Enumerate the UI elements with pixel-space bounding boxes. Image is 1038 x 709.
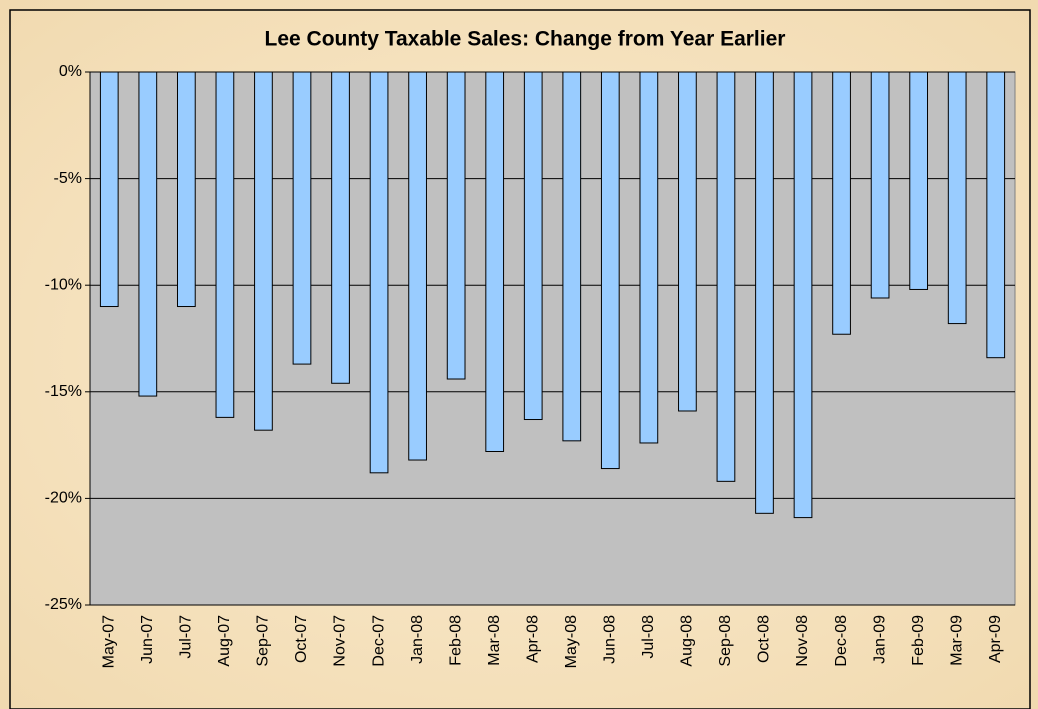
plot-area [89,71,1016,606]
x-tick-label: Sep-08 [717,615,734,667]
x-tick-label: Sep-07 [255,615,272,667]
x-tick-label: Dec-08 [833,615,850,667]
chart-title: Lee County Taxable Sales: Change from Ye… [265,28,786,51]
x-tick-label: Oct-07 [293,615,310,663]
x-tick-label: Mar-09 [948,615,965,666]
bar [562,71,582,442]
bar [138,71,158,397]
bar [870,71,890,299]
y-tick-label: -10% [45,276,82,293]
bar [639,71,659,444]
bar [446,71,466,380]
x-tick-label: Jan-08 [409,615,426,664]
bar [369,71,389,474]
bar [176,71,196,308]
x-tick-label: Mar-08 [486,615,503,666]
bar [909,71,929,290]
x-tick-label: Jun-07 [139,615,156,664]
bar [716,71,736,482]
x-tick-label: Dec-07 [370,615,387,667]
y-tick-label: -15% [45,383,82,400]
x-tick-label: Aug-08 [679,615,696,667]
bar [408,71,427,461]
y-tick-label: 0% [59,63,82,80]
x-tick-label: Feb-08 [447,615,464,666]
bar [947,71,967,325]
bar [755,71,774,514]
x-tick-label: Nov-07 [332,615,349,667]
bar [215,71,235,418]
bar [600,71,620,470]
bar [986,71,1006,359]
x-tick-label: Aug-07 [216,615,233,667]
y-tick-label: -5% [54,170,82,187]
bar [678,71,697,412]
bar [254,71,273,431]
x-tick-label: Jun-08 [602,615,619,664]
chart-frame [9,9,1031,709]
x-tick-label: Jul-07 [178,615,195,659]
y-tick-label: -25% [45,596,82,613]
x-tick-label: May-08 [563,615,580,668]
x-tick-label: Apr-09 [987,615,1004,663]
x-tick-label: Jan-09 [871,615,888,664]
x-tick-label: Oct-08 [756,615,773,663]
x-tick-label: Nov-08 [794,615,811,667]
bar [331,71,350,384]
x-tick-label: Feb-09 [910,615,927,666]
bar [99,71,119,308]
bar [292,71,312,365]
x-tick-label: May-07 [100,615,117,668]
bar [832,71,851,335]
bar [793,71,813,519]
bar [485,71,505,452]
y-tick-label: -20% [45,490,82,507]
bar [523,71,543,421]
x-tick-label: Jul-08 [640,615,657,659]
x-tick-label: Apr-08 [524,615,541,663]
